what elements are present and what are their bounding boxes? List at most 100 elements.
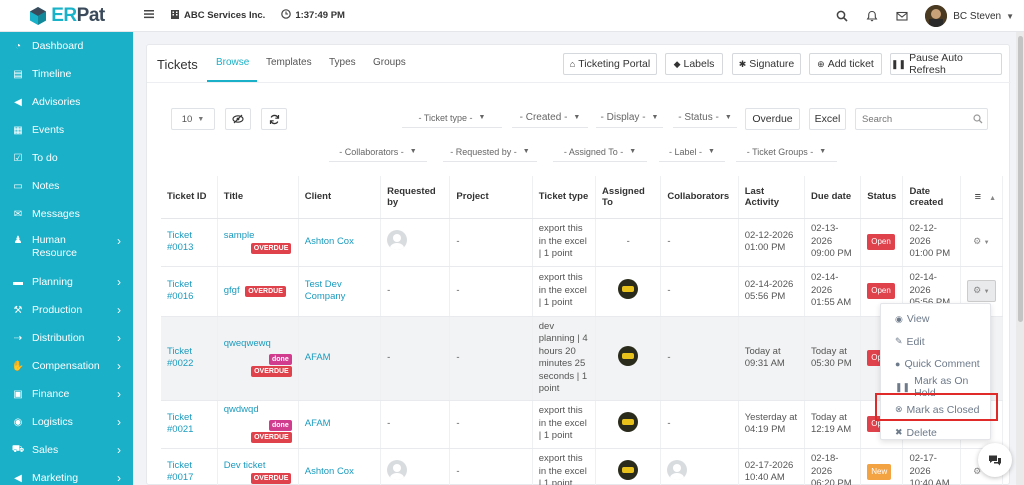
ticket-title-link[interactable]: qwdwqd [223,404,259,416]
chevron-down-icon[interactable]: ▼ [1006,11,1014,21]
ticket-id-link[interactable]: Ticket #0016 [167,278,194,303]
cell-ticket-id[interactable]: Ticket #0021 [161,400,218,449]
add-ticket-button[interactable]: ⊕ Add ticket [809,53,882,75]
created-filter[interactable]: - Created - ▼ [512,108,588,128]
cell-ticket-id[interactable]: Ticket #0016 [161,266,218,317]
menu-item-delete[interactable]: ✖ Delete [881,422,992,444]
menu-item-view[interactable]: ◉ View [881,308,992,330]
tab-groups[interactable]: Groups [373,57,406,68]
sidebar-item-logistics[interactable]: ◉ Logistics › [0,408,133,436]
ticket-groups-filter[interactable]: - Ticket Groups - ▼ [736,142,837,162]
column-header-due-date[interactable]: Due date [804,176,862,219]
column-header-date-created[interactable]: Date created [902,176,961,219]
sidebar-item-planning[interactable]: ▬ Planning › [0,268,133,296]
search-input[interactable] [855,108,988,130]
label-filter[interactable]: - Label - ▼ [659,142,725,162]
sidebar-item-events[interactable]: ▦ Events [0,116,133,144]
page-size-select[interactable]: 10 ▼ [171,108,215,130]
sidebar-item-compensation[interactable]: ✋ Compensation › [0,352,133,380]
column-header-client[interactable]: Client [298,176,382,219]
column-header-collaborators[interactable]: Collaborators [660,176,739,219]
avatar[interactable] [618,345,639,366]
ticket-id-link[interactable]: Ticket #0017 [167,459,194,484]
envelope-icon[interactable] [895,9,909,23]
ticketing-portal-button[interactable]: ⌂ Ticketing Portal [563,53,657,75]
avatar[interactable] [925,5,948,27]
avatar[interactable] [618,411,639,432]
sidebar-item-timeline[interactable]: ▤ Timeline [0,60,133,88]
menu-toggle-icon[interactable] [144,9,154,22]
sidebar-item-production[interactable]: ⚒ Production › [0,296,133,324]
cell-client[interactable]: Ashton Cox [298,218,382,267]
scrollbar-thumb[interactable] [1018,36,1023,322]
search-icon[interactable] [835,9,849,23]
logo[interactable]: ERPat [0,0,133,32]
avatar[interactable] [618,278,639,299]
ticket-type-filter[interactable]: - Ticket type - ▼ [402,108,502,128]
sidebar-item-sales[interactable]: ⛟ Sales › [0,436,133,464]
cell-title[interactable]: qwdwqd doneOVERDUE [217,400,299,449]
menu-item-quick-comment[interactable]: ● Quick Comment [881,353,992,375]
cell-title[interactable]: sample OVERDUE [217,218,299,267]
list-icon[interactable]: ≡ [974,190,982,203]
menu-item-mark-as-closed[interactable]: ⊗ Mark as Closed [881,399,992,421]
table-row[interactable]: Ticket #0017 Dev ticket OVERDUE Ashton Cox -… [161,448,1004,485]
user-name[interactable]: BC Steven [953,10,1002,22]
cell-client[interactable]: AFAM [298,400,382,449]
column-header-requested-by[interactable]: Requested by [380,176,451,219]
avatar[interactable] [387,459,408,480]
cell-title[interactable]: qweqwewq doneOVERDUE [217,316,299,401]
signature-button[interactable]: ✱ Signature [732,53,801,75]
overdue-button[interactable]: Overdue [745,108,800,130]
column-header-title[interactable]: Title [217,176,299,219]
assigned-to-filter[interactable]: - Assigned To - ▼ [553,142,647,162]
sidebar-item-finance[interactable]: ▣ Finance › [0,380,133,408]
menu-item-mark-as-on-hold[interactable]: ❚❚ Mark as On Hold [881,375,992,399]
column-header-status[interactable]: Status [860,176,904,219]
column-header-last-activity[interactable]: Last Activity [738,176,805,219]
cell-ticket-id[interactable]: Ticket #0022 [161,316,218,401]
row-actions-button[interactable]: ⚙ ▼ [967,279,996,303]
ticket-title-link[interactable]: sample [223,229,255,241]
ticket-title-link[interactable]: Dev ticket [223,459,266,471]
collaborators-filter[interactable]: - Collaborators - ▼ [329,142,427,162]
sidebar-item-dashboard[interactable]: ◔ Dashboard [0,32,133,60]
display-filter[interactable]: - Display - ▼ [596,108,663,128]
sort-up-icon[interactable]: ▲ [989,194,996,202]
cell-actions[interactable]: ⚙ ▼ [960,218,1004,267]
cell-ticket-id[interactable]: Ticket #0013 [161,218,218,267]
company-name[interactable]: ABC Services Inc. [184,10,266,21]
sidebar-item-distribution[interactable]: ⇢ Distribution › [0,324,133,352]
table-row[interactable]: Ticket #0022 qweqwewq doneOVERDUE AFAM - - dev… [161,316,1004,401]
ticket-title-link[interactable]: qweqwewq [223,338,271,350]
column-options-header[interactable]: ≡ ▲ [960,176,1004,219]
cell-client[interactable]: AFAM [298,316,382,401]
pause-auto-refresh-button[interactable]: ❚❚ Pause Auto Refresh [890,52,1002,76]
row-actions-button[interactable]: ⚙ ▼ [968,232,995,253]
column-header-assigned-to[interactable]: Assigned To [595,176,662,219]
client-link[interactable]: AFAM [304,351,331,363]
sidebar-item-advisories[interactable]: ◀ Advisories [0,88,133,116]
sidebar-item-human-resource[interactable]: ♟ Human Resource › [0,228,133,268]
cell-title[interactable]: Dev ticket OVERDUE [217,448,299,485]
table-row[interactable]: Ticket #0016 gfgf OVERDUE Test Dev Company… [161,266,1004,317]
cell-ticket-id[interactable]: Ticket #0017 [161,448,218,485]
tab-browse[interactable]: Browse [216,57,250,68]
toggle-columns-button[interactable] [225,108,251,130]
menu-item-edit[interactable]: ✎ Edit [881,331,992,353]
sidebar-item-messages[interactable]: ✉ Messages [0,200,133,228]
sidebar-item-marketing[interactable]: ◀ Marketing › [0,464,133,485]
column-header-project[interactable]: Project [449,176,533,219]
table-row[interactable]: Ticket #0013 sample OVERDUE Ashton Cox - expo… [161,218,1004,267]
tab-types[interactable]: Types [329,57,356,68]
client-link[interactable]: Ashton Cox [304,235,354,247]
requested-by-filter[interactable]: - Requested by - ▼ [443,142,537,162]
ticket-id-link[interactable]: Ticket #0021 [167,411,194,436]
avatar[interactable] [387,229,408,250]
sidebar-item-to-do[interactable]: ☑ To do [0,144,133,172]
column-header-ticket-type[interactable]: Ticket type [532,176,597,219]
cell-title[interactable]: gfgf OVERDUE [217,266,299,317]
ticket-id-link[interactable]: Ticket #0013 [167,229,194,254]
avatar[interactable] [667,459,688,480]
ticket-id-link[interactable]: Ticket #0022 [167,345,194,370]
